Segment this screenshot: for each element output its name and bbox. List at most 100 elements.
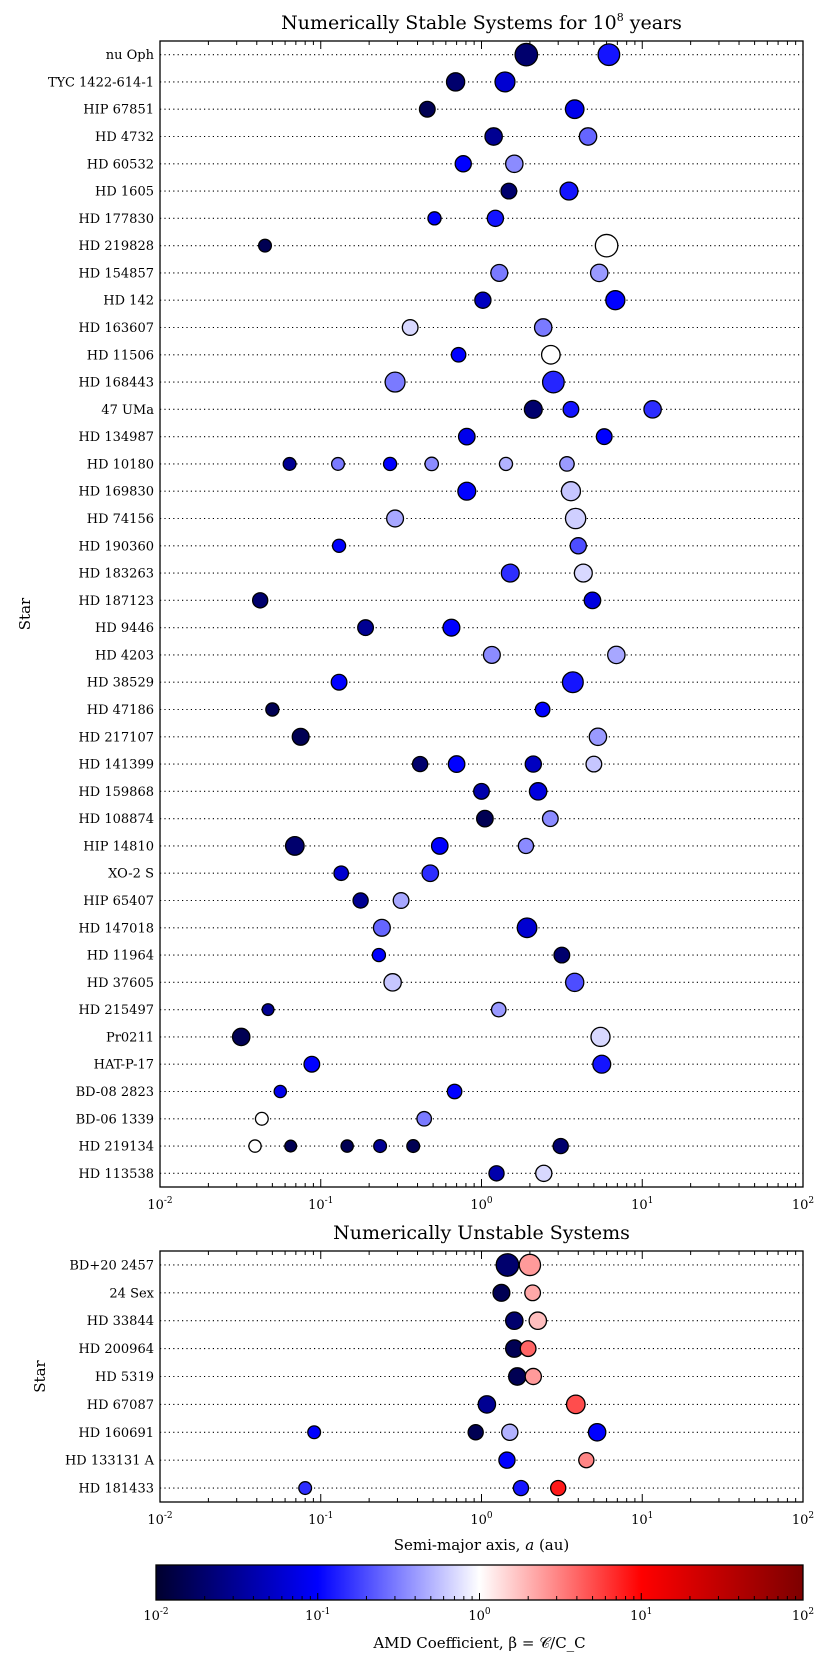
amd-colorbar: 10-2 10-1 100 101 102 AMD Coefficient, β = 𝒞/… bbox=[143, 1564, 814, 1652]
planet-marker bbox=[589, 263, 609, 283]
planet-marker bbox=[516, 917, 538, 939]
planet-marker bbox=[578, 127, 598, 146]
planet-marker bbox=[501, 1423, 519, 1442]
planet-marker bbox=[540, 344, 561, 365]
star-label: HD 163607 bbox=[78, 321, 154, 336]
planet-marker bbox=[467, 1424, 484, 1441]
star-label: HD 108874 bbox=[78, 812, 154, 827]
planet-marker bbox=[427, 211, 442, 226]
planet-marker bbox=[595, 428, 613, 446]
planet-marker bbox=[587, 1422, 607, 1442]
star-label: HIP 67851 bbox=[83, 103, 154, 118]
plot-frame bbox=[159, 40, 804, 1188]
planet-marker bbox=[492, 1283, 511, 1302]
planet-marker bbox=[352, 892, 369, 909]
stable-systems-panel: Numerically Stable Systems for 108 years… bbox=[16, 11, 814, 1213]
planet-marker bbox=[330, 456, 346, 471]
star-label: HD 113538 bbox=[78, 1167, 154, 1182]
planet-marker bbox=[500, 182, 518, 200]
planet-marker bbox=[486, 209, 505, 228]
star-label: HD 177830 bbox=[78, 212, 154, 227]
planet-marker bbox=[330, 673, 348, 691]
planet-marker bbox=[273, 1084, 288, 1099]
planet-marker bbox=[340, 1139, 354, 1153]
planet-marker bbox=[560, 481, 582, 502]
planet-marker bbox=[573, 563, 593, 583]
x-axis-label: Semi-major axis, a (au) bbox=[394, 1536, 570, 1554]
star-label: HD 4203 bbox=[95, 648, 154, 663]
planet-marker bbox=[386, 509, 405, 528]
star-label: HD 4732 bbox=[95, 130, 154, 145]
planet-marker bbox=[284, 1139, 298, 1153]
planet-marker bbox=[254, 1111, 269, 1126]
planet-marker bbox=[424, 456, 440, 472]
star-label: BD-08 2823 bbox=[76, 1085, 154, 1100]
planet-marker bbox=[284, 836, 305, 856]
star-label: 24 Sex bbox=[109, 1286, 154, 1301]
planet-marker bbox=[442, 618, 461, 637]
x-tick-label: 102 bbox=[792, 1196, 814, 1213]
planet-marker bbox=[307, 1425, 322, 1440]
planet-marker bbox=[291, 727, 310, 746]
planet-marker bbox=[457, 427, 476, 446]
planet-marker bbox=[490, 1001, 507, 1018]
planet-marker bbox=[518, 1253, 542, 1277]
star-label: nu Oph bbox=[106, 48, 155, 63]
planet-marker bbox=[416, 1110, 433, 1127]
planet-marker bbox=[549, 1479, 567, 1497]
x-tick-label: 10-2 bbox=[147, 1511, 172, 1528]
planet-marker bbox=[500, 563, 520, 583]
planet-marker bbox=[507, 1367, 527, 1386]
star-label: HD 160691 bbox=[78, 1426, 154, 1441]
star-label: HD 141399 bbox=[78, 758, 154, 773]
planet-marker bbox=[607, 645, 626, 665]
planet-marker bbox=[504, 1311, 524, 1331]
planet-marker bbox=[447, 755, 466, 773]
star-label: HD 217107 bbox=[78, 730, 154, 745]
planet-marker bbox=[231, 1027, 251, 1047]
unstable-systems-panel: Numerically Unstable Systems BD+20 2457 24… bbox=[31, 1222, 814, 1554]
chart-title: Numerically Stable Systems for 108 years bbox=[281, 11, 682, 34]
planet-marker bbox=[450, 346, 467, 363]
star-label: HD 169830 bbox=[78, 485, 154, 500]
planet-marker bbox=[498, 456, 514, 472]
planet-marker bbox=[298, 1481, 313, 1496]
star-label: HD 183263 bbox=[78, 567, 154, 582]
planet-marker bbox=[561, 671, 584, 694]
planet-marker bbox=[401, 319, 419, 336]
star-label: HD 190360 bbox=[78, 539, 154, 554]
x-tick-label: 100 bbox=[470, 1511, 493, 1528]
star-label: Pr0211 bbox=[106, 1030, 154, 1045]
planet-marker bbox=[585, 755, 603, 773]
x-tick-label: 10-2 bbox=[147, 1196, 172, 1213]
planet-marker bbox=[643, 400, 662, 419]
colorbar-label: AMD Coefficient, β = 𝒞/C_C bbox=[372, 1634, 585, 1652]
planet-marker bbox=[559, 456, 575, 472]
planet-marker bbox=[583, 591, 602, 610]
planet-marker bbox=[541, 810, 559, 828]
planet-marker bbox=[251, 592, 269, 609]
planet-marker bbox=[474, 291, 492, 309]
star-label: 47 UMa bbox=[101, 403, 154, 418]
colorbar-tick-label: 102 bbox=[792, 1607, 814, 1624]
x-tick-label: 101 bbox=[631, 1196, 653, 1213]
planet-marker bbox=[564, 972, 585, 993]
x-tick-label: 101 bbox=[631, 1511, 653, 1528]
planet-marker bbox=[588, 727, 608, 747]
planet-marker bbox=[523, 399, 543, 419]
planet-marker bbox=[484, 127, 503, 146]
planet-marker bbox=[590, 1026, 611, 1048]
planet-marker bbox=[411, 755, 429, 773]
planet-marker bbox=[605, 290, 626, 311]
planet-marker bbox=[333, 865, 350, 882]
star-label: HD 37605 bbox=[87, 976, 154, 991]
planet-marker bbox=[488, 1165, 505, 1182]
star-label: HD 159868 bbox=[78, 785, 154, 800]
colorbar-tick-label: 10-1 bbox=[305, 1607, 330, 1624]
y-axis-label: Star bbox=[31, 1359, 49, 1392]
planet-marker bbox=[406, 1139, 421, 1154]
planet-marker bbox=[533, 318, 553, 337]
planet-marker bbox=[519, 1340, 537, 1358]
planet-marker bbox=[445, 72, 466, 92]
star-label: HD 11506 bbox=[87, 348, 154, 363]
